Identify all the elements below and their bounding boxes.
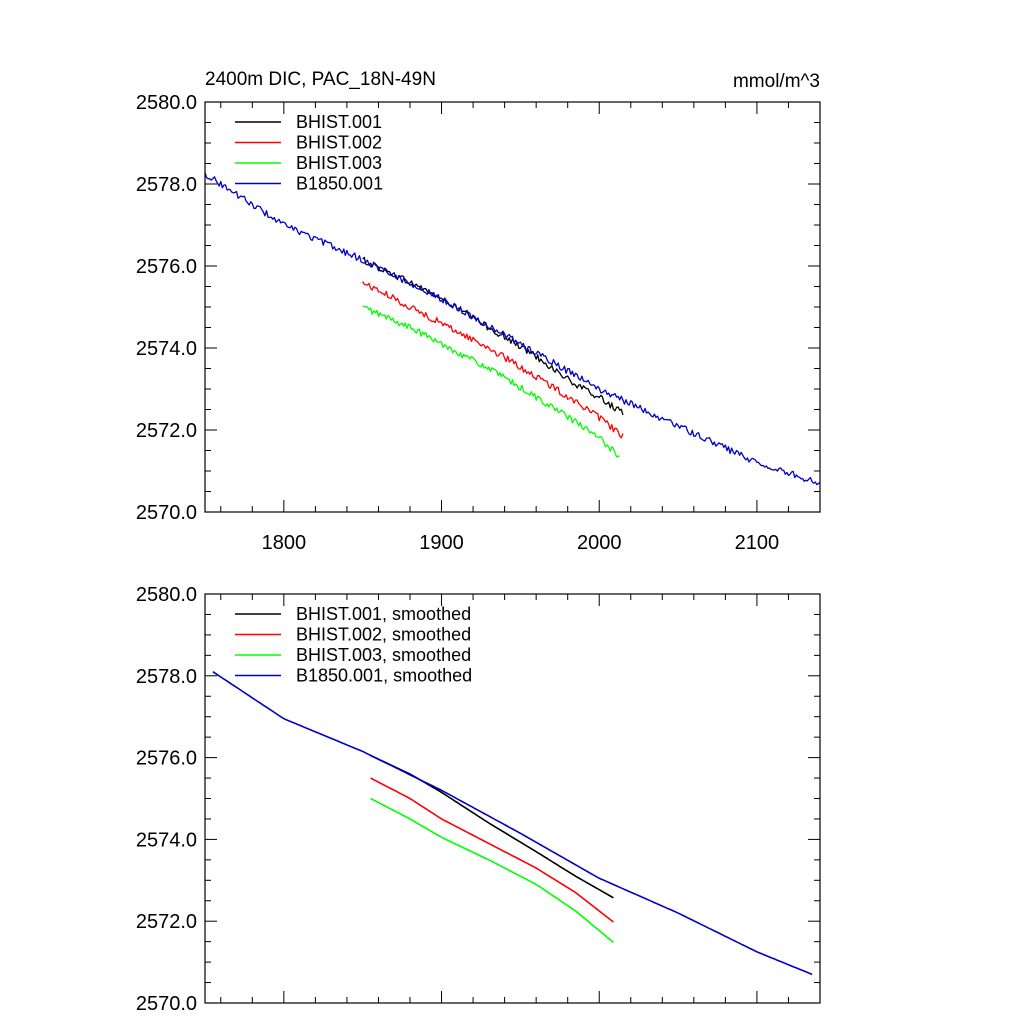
y-tick-label: 2574.0 [136,338,197,360]
y-tick-label: 2578.0 [136,174,197,196]
legend-label: BHIST.002 [296,133,382,153]
series-line-1 [370,754,614,899]
y-tick-label: 2576.0 [136,748,197,770]
legend-label: BHIST.003, smoothed [296,645,471,665]
legend-label: BHIST.002, smoothed [296,625,471,645]
series-line-2 [370,777,614,923]
x-tick-label: 2100 [735,532,780,554]
panel-2: 2570.0 2572.0 2574.0 2576.0 2578.0 2580.0 BHIS… [136,584,821,1015]
units-label: mmol/m^3 [733,71,820,92]
y-tick-label: 2572.0 [136,420,197,442]
legend-label: B1850.001 [296,174,383,194]
series-line-4 [212,671,813,976]
series-line-4 [204,172,821,486]
legend-label: BHIST.003 [296,153,382,173]
series-line-1 [362,256,624,416]
y-tick-label: 2580.0 [136,584,197,606]
legend-label: B1850.001, smoothed [296,666,472,686]
legend-label: BHIST.001, smoothed [296,604,471,624]
legend-label: BHIST.001 [296,112,382,132]
chart-title: 2400m DIC, PAC_18N-49N [205,69,436,90]
series-line-3 [362,305,620,458]
y-tick-label: 2580.0 [136,92,197,114]
y-tick-label: 2576.0 [136,256,197,278]
y-tick-label: 2574.0 [136,829,197,851]
y-tick-label: 2578.0 [136,666,197,688]
panel-1: 2570.0 2572.0 2574.0 2576.0 2578.0 2580.0 1800… [136,69,821,554]
y-tick-label: 2572.0 [136,911,197,933]
series-line-2 [362,281,624,439]
x-tick-label: 1800 [262,532,307,554]
series-line-3 [370,797,614,944]
y-tick-label: 2570.0 [136,502,197,524]
y-tick-label: 2570.0 [136,993,197,1015]
x-tick-label: 2000 [577,532,622,554]
x-tick-label: 1900 [419,532,464,554]
